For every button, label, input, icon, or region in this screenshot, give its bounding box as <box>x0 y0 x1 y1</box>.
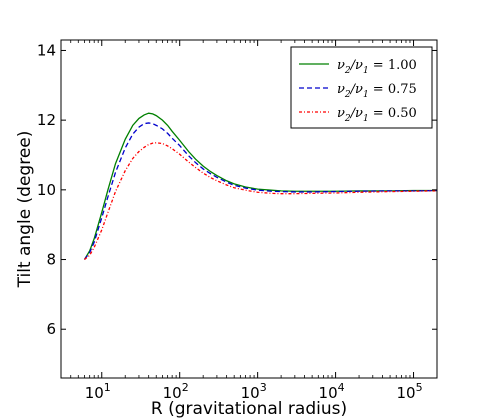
series-line-3 <box>84 142 437 261</box>
legend-label-1: ν2/ν1 = 1.00 <box>337 58 417 76</box>
series-line-1 <box>83 112 437 260</box>
series-line-2 <box>83 122 437 260</box>
y-tick-label: 6 <box>46 320 56 338</box>
x-tick-exponent: 4 <box>338 381 345 394</box>
legend-label-3: ν2/ν1 = 0.50 <box>337 106 417 124</box>
legend-text-part: 2 <box>344 90 351 100</box>
legend-box <box>290 46 433 129</box>
legend-text-part: 2 <box>344 114 351 124</box>
legend-text-part: ν <box>337 58 345 73</box>
legend-label-2: ν2/ν1 = 0.75 <box>337 82 417 100</box>
x-tick-exponent: 1 <box>104 381 111 394</box>
legend-text-part: /ν <box>349 58 363 73</box>
y-tick-label: 8 <box>46 251 56 269</box>
legend-text-part: 1 <box>363 66 369 76</box>
legend-text-part: 1 <box>363 114 369 124</box>
legend-text-part: 2 <box>344 66 351 76</box>
legend-text-part: 1 <box>363 90 369 100</box>
legend-text-part: /ν <box>349 82 363 97</box>
legend-text-part: = 1.00 <box>369 58 417 73</box>
y-axis-label: Tilt angle (degree) <box>15 131 35 289</box>
legend-text-part: = 0.75 <box>369 82 417 97</box>
y-tick-label: 12 <box>37 111 56 129</box>
y-tick-label: 10 <box>37 181 56 199</box>
legend-text-part: /ν <box>349 106 363 121</box>
plot-content <box>83 112 437 261</box>
axis-ticks <box>60 40 438 378</box>
legend-text-part: ν <box>337 82 345 97</box>
x-tick-label: 101 <box>85 381 111 402</box>
x-axis-label: R (gravitational radius) <box>151 399 347 419</box>
legend-text-part: = 0.50 <box>369 106 417 121</box>
x-tick-exponent: 5 <box>416 381 423 394</box>
x-tick-label: 105 <box>396 381 422 402</box>
y-tick-label: 14 <box>37 41 56 59</box>
legend-text-part: ν <box>337 106 345 121</box>
plot-frame <box>60 39 438 379</box>
x-tick-exponent: 3 <box>260 381 267 394</box>
x-tick-exponent: 2 <box>182 381 189 394</box>
